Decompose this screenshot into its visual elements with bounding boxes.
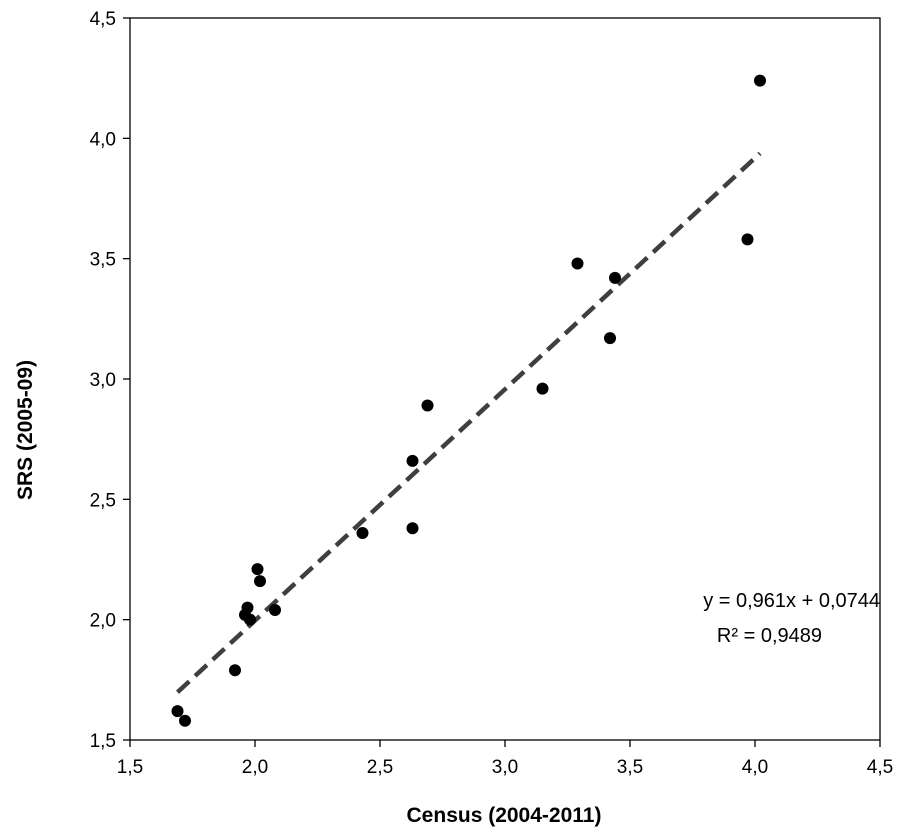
data-point xyxy=(604,332,616,345)
y-tick-label: 4,0 xyxy=(90,129,116,150)
data-point xyxy=(421,399,434,412)
data-point xyxy=(241,601,254,614)
y-axis-title: SRS (2005-09) xyxy=(14,360,37,500)
data-point xyxy=(571,257,584,270)
data-point xyxy=(171,705,184,718)
data-point xyxy=(179,714,191,727)
x-axis-title: Census (2004-2011) xyxy=(407,804,602,827)
data-point xyxy=(741,233,754,246)
regression-equation: y = 0,961x + 0,0744 xyxy=(703,590,880,612)
data-point xyxy=(609,271,621,284)
x-tick-label: 3,5 xyxy=(617,757,643,778)
x-tick-label: 4,5 xyxy=(867,757,893,778)
x-tick-label: 1,5 xyxy=(117,757,143,778)
data-point xyxy=(229,664,241,677)
data-point xyxy=(244,613,256,626)
x-tick-label: 2,5 xyxy=(367,757,393,778)
x-tick-label: 3,0 xyxy=(492,757,518,778)
data-point xyxy=(269,604,281,617)
y-tick-label: 3,5 xyxy=(90,250,116,271)
y-tick-label: 2,5 xyxy=(90,490,116,511)
data-point xyxy=(254,575,266,588)
x-tick-label: 2,0 xyxy=(242,757,268,778)
data-point xyxy=(251,563,264,576)
y-tick-label: 2,0 xyxy=(90,611,116,632)
data-point xyxy=(754,74,766,87)
y-tick-label: 3,0 xyxy=(90,370,116,391)
data-point xyxy=(356,527,369,540)
x-tick-label: 4,0 xyxy=(742,757,768,778)
trendline xyxy=(175,151,762,694)
r-squared-label: R² = 0,9489 xyxy=(717,625,822,647)
y-tick-label: 1,5 xyxy=(90,731,116,752)
data-point xyxy=(406,522,419,535)
y-tick-label: 4,5 xyxy=(90,9,116,30)
data-point xyxy=(536,382,549,395)
data-point xyxy=(406,454,419,467)
